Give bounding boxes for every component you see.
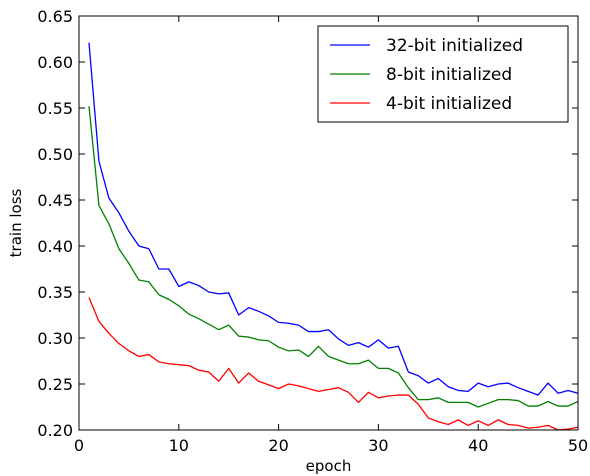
y-tick-label: 0.55	[37, 99, 73, 118]
x-axis-label: epoch	[306, 457, 352, 475]
x-tick-label: 30	[368, 436, 388, 455]
y-tick-label: 0.65	[37, 7, 73, 26]
y-tick-label: 0.60	[37, 53, 73, 72]
series-line-1	[88, 42, 579, 396]
y-tick-label: 0.50	[37, 145, 73, 164]
y-tick-label: 0.30	[37, 329, 73, 348]
y-tick-label: 0.40	[37, 237, 73, 256]
series-line-3	[88, 297, 579, 431]
y-tick-label: 0.45	[37, 191, 73, 210]
y-axis-label: train loss	[7, 188, 25, 257]
x-tick-label: 0	[74, 436, 84, 455]
x-tick-label: 10	[169, 436, 189, 455]
y-tick-label: 0.20	[37, 421, 73, 440]
legend-label-3: 4-bit initialized	[386, 94, 512, 114]
x-tick-label: 50	[568, 436, 588, 455]
plot-frame	[78, 15, 579, 431]
legend: 32-bit initialized 8-bit initialized 4-bit…	[317, 25, 569, 123]
y-tick-label: 0.35	[37, 283, 73, 302]
ticks-layer: 0 10 20 30 40 50 0.20 0.25 0.30 0.35 0.40 0.45 0.50 0…	[37, 7, 588, 455]
series-layer	[88, 42, 579, 431]
x-tick-label: 20	[268, 436, 288, 455]
series-line-2	[88, 106, 579, 408]
y-tick-label: 0.25	[37, 375, 73, 394]
x-tick-label: 40	[468, 436, 488, 455]
legend-label-2: 8-bit initialized	[386, 65, 512, 85]
legend-label-1: 32-bit initialized	[386, 36, 523, 56]
